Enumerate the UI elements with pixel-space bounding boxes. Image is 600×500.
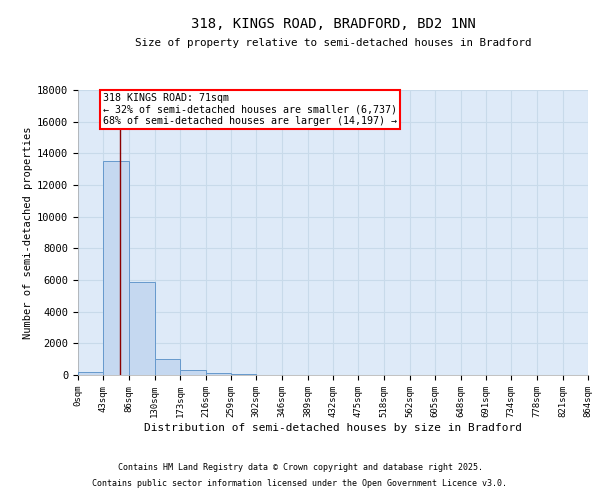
Text: Contains HM Land Registry data © Crown copyright and database right 2025.: Contains HM Land Registry data © Crown c… <box>118 464 482 472</box>
Bar <box>205 374 231 375</box>
Bar <box>231 374 256 375</box>
Bar <box>155 359 180 375</box>
Text: Size of property relative to semi-detached houses in Bradford: Size of property relative to semi-detach… <box>135 38 531 48</box>
Text: 318, KINGS ROAD, BRADFORD, BD2 1NN: 318, KINGS ROAD, BRADFORD, BD2 1NN <box>191 18 475 32</box>
Y-axis label: Number of semi-detached properties: Number of semi-detached properties <box>23 126 33 339</box>
Bar <box>180 370 205 375</box>
Bar <box>129 282 155 375</box>
Text: 318 KINGS ROAD: 71sqm
← 32% of semi-detached houses are smaller (6,737)
68% of s: 318 KINGS ROAD: 71sqm ← 32% of semi-deta… <box>103 93 397 126</box>
X-axis label: Distribution of semi-detached houses by size in Bradford: Distribution of semi-detached houses by … <box>144 422 522 432</box>
Bar <box>103 161 129 375</box>
Text: Contains public sector information licensed under the Open Government Licence v3: Contains public sector information licen… <box>92 478 508 488</box>
Bar <box>78 372 103 375</box>
